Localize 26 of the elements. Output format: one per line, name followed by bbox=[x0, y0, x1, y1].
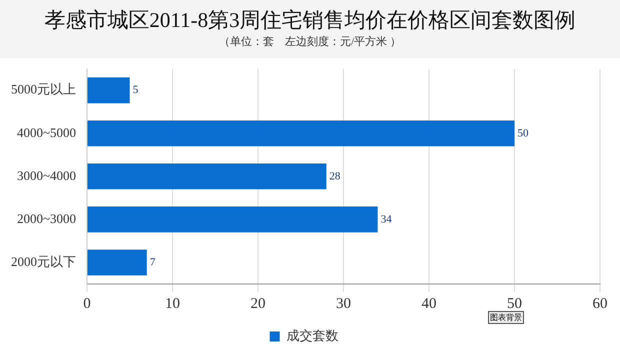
y-tick-label: 5000元以上 bbox=[11, 82, 76, 97]
x-tick-label: 20 bbox=[250, 296, 266, 312]
y-tick-label: 4000~5000 bbox=[16, 124, 76, 140]
data-label: 5 bbox=[132, 84, 139, 96]
y-tick-label: 2000~3000 bbox=[16, 210, 76, 226]
x-tick-label: 10 bbox=[165, 296, 180, 312]
bar bbox=[88, 163, 326, 190]
data-label: 28 bbox=[329, 170, 341, 182]
y-tick-label: 3000~4000 bbox=[16, 168, 76, 183]
legend-label: 成交套数 bbox=[286, 328, 338, 344]
x-tick-label: 30 bbox=[336, 296, 351, 312]
text: 图表背景 bbox=[488, 311, 524, 324]
bar bbox=[88, 77, 130, 104]
x-tick-label: 50 bbox=[507, 296, 522, 312]
chart-subtitle: （单位：套 左边刻度：元/平方米 ） bbox=[218, 34, 402, 49]
data-label: 50 bbox=[518, 127, 529, 140]
bar bbox=[88, 120, 514, 146]
x-tick-label: 40 bbox=[422, 296, 436, 312]
bar bbox=[88, 206, 378, 232]
bar bbox=[88, 250, 147, 276]
x-tick-label: 0 bbox=[83, 296, 91, 312]
data-label: 7 bbox=[150, 256, 156, 268]
data-label: 34 bbox=[380, 213, 392, 226]
chart-title: 孝感市城区2011-8第3周住宅销售均价在价格区间套数图例 bbox=[43, 7, 577, 34]
x-tick-label: 60 bbox=[592, 296, 608, 312]
y-tick-label: 2000元以下 bbox=[11, 254, 76, 269]
